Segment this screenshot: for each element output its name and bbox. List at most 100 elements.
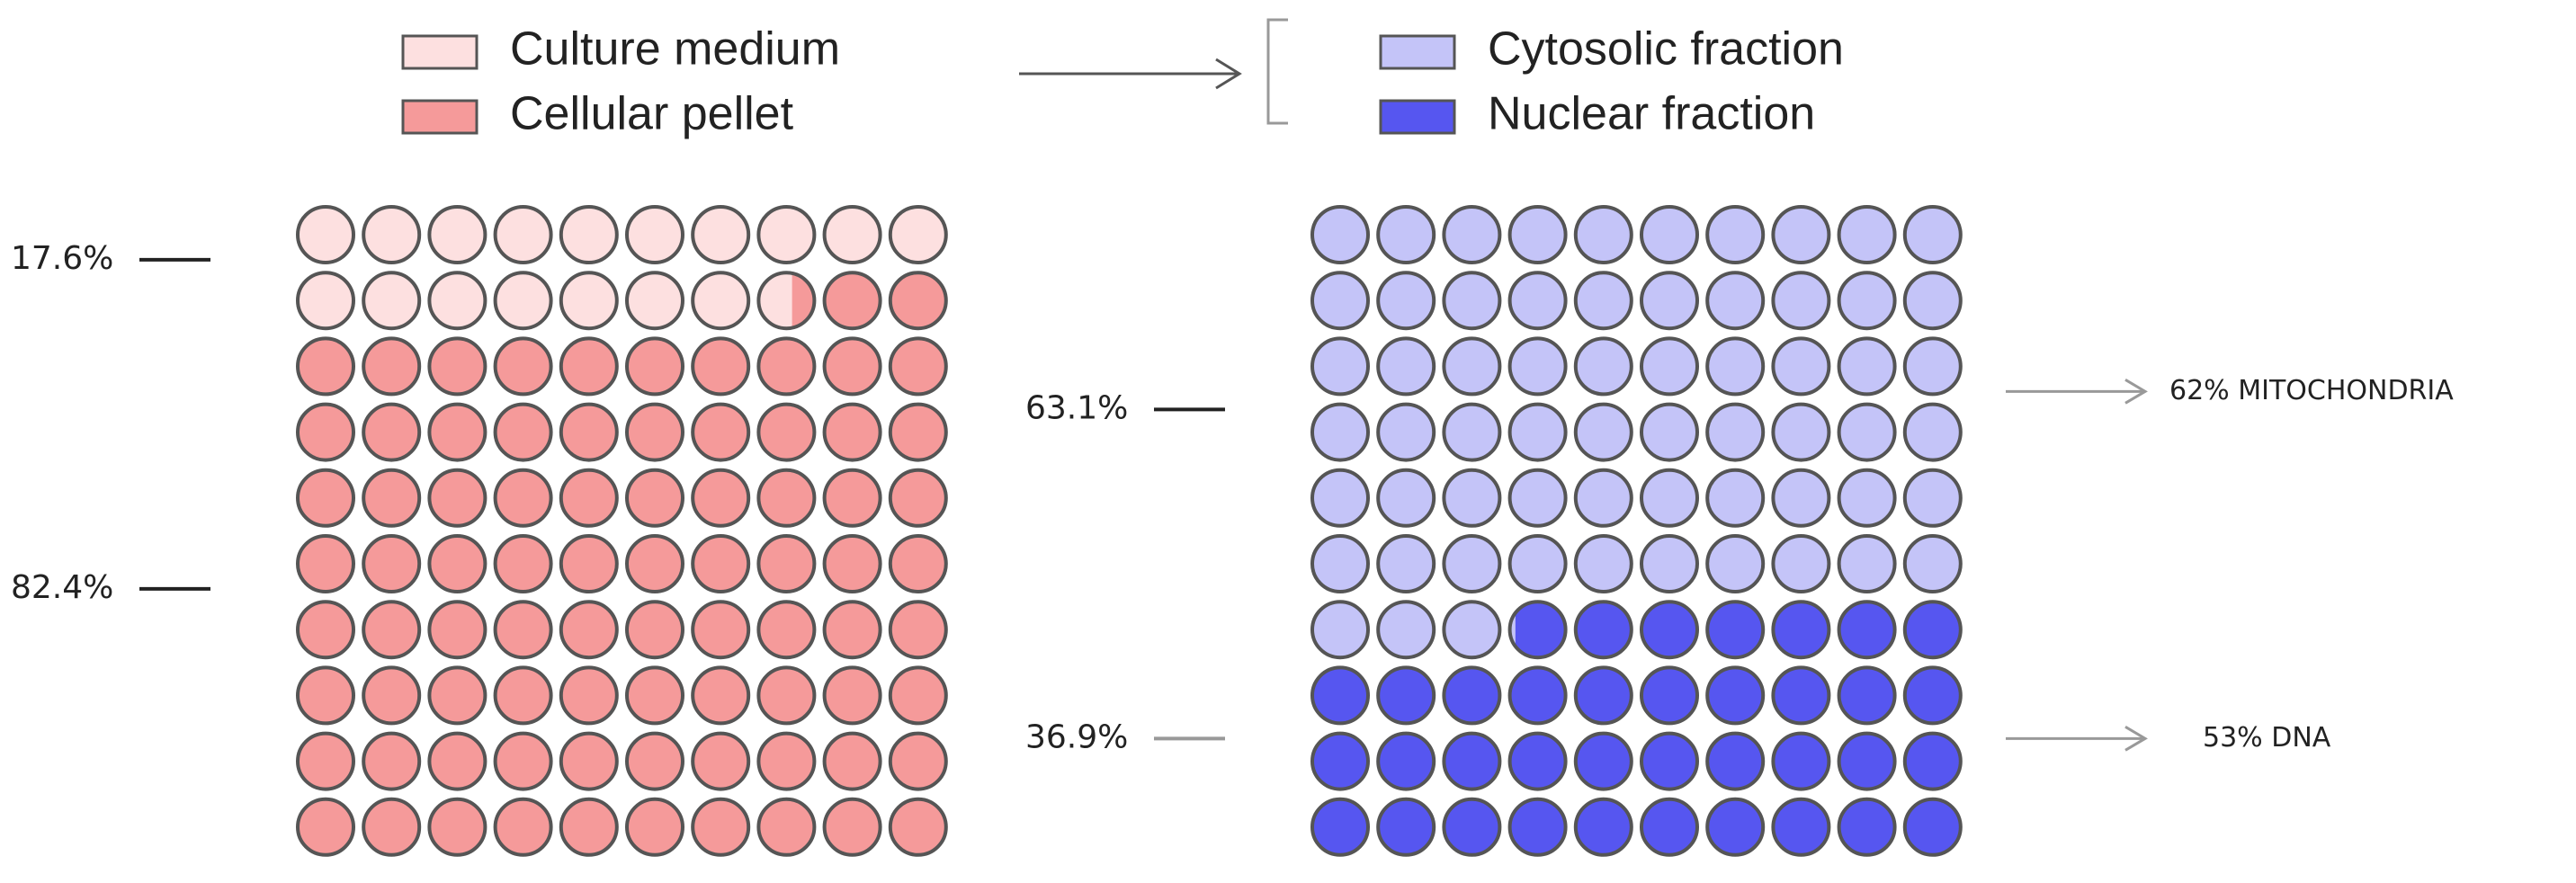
waffle-cell [1509, 207, 1566, 263]
waffle-cell [363, 602, 420, 658]
waffle-cell [1575, 536, 1632, 592]
waffle-cell-outline [1902, 731, 1963, 791]
waffle-cell-outline [1507, 205, 1568, 264]
waffle-cell [560, 733, 617, 789]
waffle-cell-outline [1310, 468, 1370, 528]
waffle-cell [1904, 667, 1961, 724]
waffle-cell-outline [822, 468, 882, 528]
waffle-cell-outline [625, 797, 684, 857]
waffle-cell [1641, 667, 1697, 724]
waffle-cell-outline [1573, 797, 1633, 857]
waffle-cell-outline [1507, 731, 1568, 791]
waffle-cell [1312, 602, 1368, 658]
flow-arrow-head [1215, 58, 1242, 90]
annotation-arrow-head [2124, 379, 2148, 405]
waffle-cell-outline [1310, 205, 1370, 264]
waffle-cell-outline [1705, 205, 1766, 264]
waffle-cell-outline [559, 271, 619, 331]
waffle-cell-outline [1771, 336, 1831, 397]
waffle-cell [1773, 602, 1829, 658]
waffle-cell-outline [1705, 468, 1766, 528]
waffle-cell [1904, 404, 1961, 460]
waffle-cell [1838, 602, 1895, 658]
waffle-cell-outline [1705, 534, 1766, 593]
waffle-cell [363, 338, 420, 395]
waffle-cell [627, 338, 683, 395]
waffle-cell [758, 469, 815, 526]
waffle-cell-outline [888, 731, 948, 791]
waffle-cell-outline [756, 336, 817, 397]
waffle-cell [1707, 338, 1764, 395]
waffle-cell-outline [888, 271, 948, 331]
waffle-cell-outline [625, 534, 684, 593]
waffle-cell-outline [1771, 665, 1831, 726]
waffle-cell [1509, 469, 1566, 526]
waffle-cell-outline [822, 797, 882, 857]
waffle-cell [824, 536, 881, 592]
waffle-cell [1509, 338, 1566, 395]
waffle-cell [693, 536, 749, 592]
value-label: 63.1% [1025, 389, 1128, 426]
waffle-cell-outline [559, 205, 619, 264]
waffle-cell [495, 272, 551, 329]
waffle-cell-outline [1310, 271, 1370, 331]
waffle-cell-outline [493, 665, 553, 726]
waffle-cell [1509, 733, 1566, 789]
waffle-cell [298, 469, 353, 526]
waffle-cell-outline [1376, 271, 1436, 331]
waffle-cell [1312, 207, 1368, 263]
waffle-cell [429, 469, 486, 526]
waffle-cell-outline [1507, 336, 1568, 397]
annotation: 53% DNA [2203, 722, 2331, 754]
waffle-cell [1575, 667, 1632, 724]
waffle-cell [1838, 536, 1895, 592]
waffle-cell-outline [691, 665, 751, 726]
waffle-cell [1575, 602, 1632, 658]
waffle-cell [824, 733, 881, 789]
waffle-cell-outline [1640, 468, 1699, 528]
waffle-cell [363, 207, 420, 263]
waffle-cell-outline [625, 402, 684, 462]
waffle-cell-outline [691, 797, 751, 857]
waffle-cell-outline [1705, 402, 1766, 462]
waffle-cell-outline [362, 402, 422, 462]
waffle-cell-outline [362, 731, 422, 791]
waffle-cell-outline [1573, 731, 1633, 791]
waffle-cell-outline [1573, 534, 1633, 593]
legend-swatch [401, 34, 479, 70]
waffle-cell [429, 667, 486, 724]
waffle-cell [363, 272, 420, 329]
waffle-cell-outline [756, 797, 817, 857]
waffle-cell [495, 207, 551, 263]
waffle-cell [1509, 272, 1566, 329]
waffle-cell-outline [691, 534, 751, 593]
waffle-cell [560, 536, 617, 592]
legend-swatch [401, 99, 479, 135]
waffle-cell-outline [1442, 468, 1502, 528]
waffle-cell-outline [1771, 797, 1831, 857]
waffle-cell-outline [1771, 205, 1831, 264]
waffle-cell [693, 602, 749, 658]
waffle-cell-outline [1376, 402, 1436, 462]
legend-label: Culture medium [510, 23, 840, 76]
waffle-cell [1838, 272, 1895, 329]
value-label: 17.6% [11, 240, 113, 277]
waffle-cell-outline [822, 402, 882, 462]
legend-swatch [1379, 99, 1456, 135]
waffle-cell [627, 404, 683, 460]
waffle-cell [890, 536, 946, 592]
waffle-cell [1641, 272, 1697, 329]
waffle-cell-outline [1310, 600, 1370, 660]
waffle-cell-outline [1507, 665, 1568, 726]
waffle-cell-outline [1837, 271, 1897, 331]
waffle-cell [1904, 272, 1961, 329]
waffle-cell-outline [1376, 205, 1436, 264]
waffle-cell-outline [296, 336, 355, 397]
waffle-cell-outline [822, 271, 882, 331]
waffle-cell-outline [888, 336, 948, 397]
waffle-cell-outline [888, 797, 948, 857]
waffle-cell-outline [1902, 600, 1963, 660]
waffle-cell [758, 536, 815, 592]
waffle-cell-outline [756, 731, 817, 791]
waffle-cell [298, 667, 353, 724]
